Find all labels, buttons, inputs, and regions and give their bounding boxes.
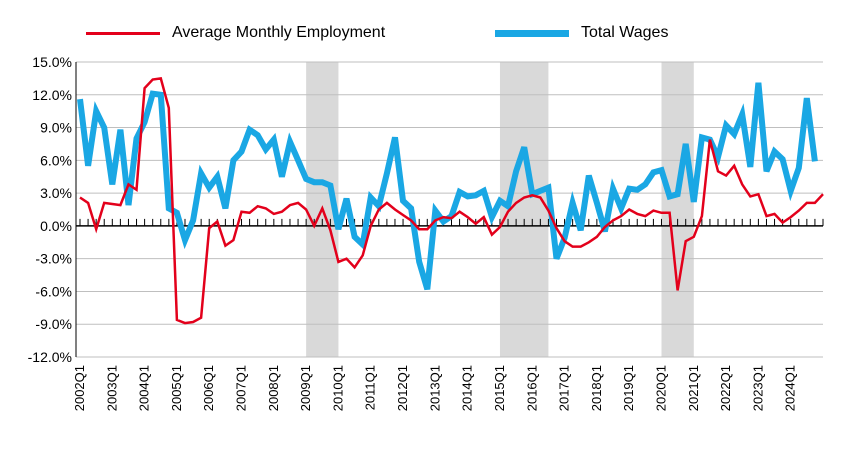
x-tick-label: 2014Q1 — [460, 365, 475, 411]
legend: Average Monthly Employment Total Wages — [0, 24, 850, 48]
x-tick-label: 2013Q1 — [427, 365, 442, 411]
x-tick-label: 2002Q1 — [72, 365, 87, 411]
x-tick-label: 2020Q1 — [653, 365, 668, 411]
x-tick-label: 2009Q1 — [298, 365, 313, 411]
legend-label-employment: Average Monthly Employment — [172, 24, 386, 41]
legend-swatch-employment — [86, 31, 160, 35]
x-tick-label: 2019Q1 — [621, 365, 636, 411]
x-tick-label: 2007Q1 — [234, 365, 249, 411]
x-tick-label: 2005Q1 — [169, 365, 184, 411]
x-tick-label: 2021Q1 — [686, 365, 701, 411]
y-tick-label: 12.0% — [32, 87, 72, 103]
shaded-band-1 — [499, 62, 549, 357]
x-tick-label: 2003Q1 — [104, 365, 119, 411]
x-tick-label: 2006Q1 — [201, 365, 216, 411]
shaded-band-2 — [661, 62, 694, 357]
y-tick-label: 9.0% — [40, 120, 72, 136]
x-tick-label: 2011Q1 — [363, 365, 378, 410]
legend-item-wages: Total Wages — [495, 24, 668, 42]
y-tick-label: 0.0% — [40, 218, 72, 234]
y-tick-label: 3.0% — [40, 185, 72, 201]
y-tick-label: -12.0% — [28, 349, 72, 365]
x-tick-label: 2012Q1 — [395, 365, 410, 411]
x-tick-label: 2022Q1 — [718, 365, 733, 411]
legend-item-employment: Average Monthly Employment — [86, 24, 385, 42]
x-tick-label: 2008Q1 — [266, 365, 281, 411]
x-tick-label: 2023Q1 — [750, 365, 765, 411]
y-tick-label: -3.0% — [35, 251, 72, 267]
x-tick-label: 2018Q1 — [589, 365, 604, 411]
y-tick-label: 15.0% — [32, 54, 72, 70]
x-tick-label: 2017Q1 — [557, 365, 572, 411]
y-tick-label: -6.0% — [35, 283, 72, 299]
y-tick-label: 6.0% — [40, 152, 72, 168]
x-tick-label: 2010Q1 — [330, 365, 345, 411]
x-tick-label: 2016Q1 — [524, 365, 539, 411]
legend-swatch-wages — [495, 29, 569, 37]
x-tick-label: 2015Q1 — [492, 365, 507, 411]
x-tick-label: 2024Q1 — [783, 365, 798, 411]
x-tick-label: 2004Q1 — [137, 365, 152, 411]
legend-label-wages: Total Wages — [581, 24, 669, 41]
y-tick-label: -9.0% — [35, 316, 72, 332]
series-line-average-monthly-employment — [79, 77, 824, 325]
